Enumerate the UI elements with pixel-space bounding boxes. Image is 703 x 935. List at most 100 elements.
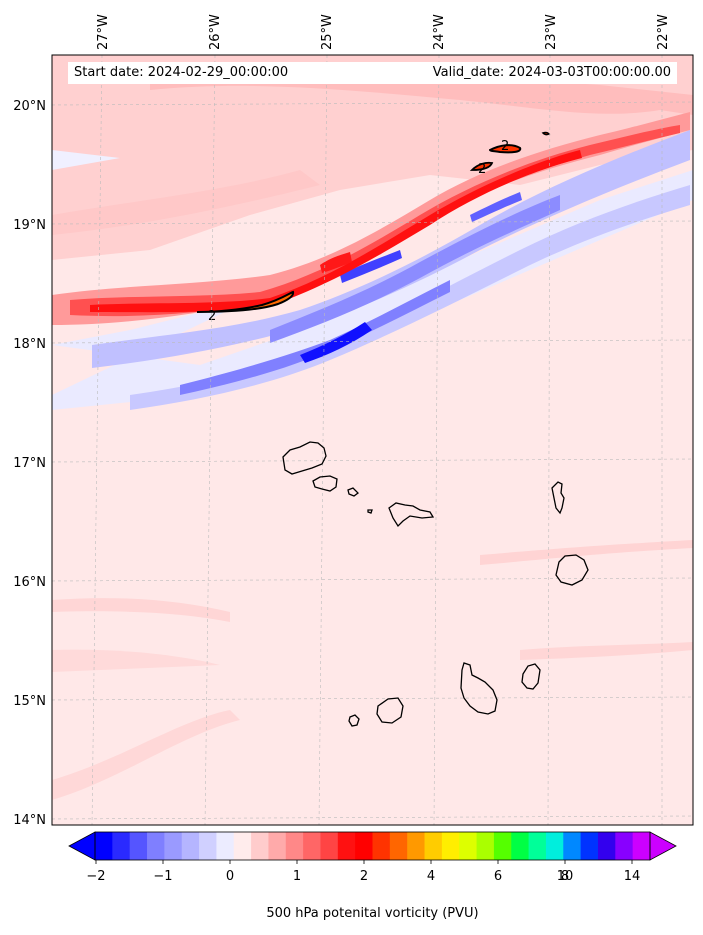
pv-streak-south-1 — [52, 598, 230, 622]
cb-label-10: 10 — [557, 869, 574, 884]
positive-pv-core — [90, 150, 582, 313]
colorbar: −2 −1 0 1 2 4 6 8 10 14 — [68, 831, 677, 884]
pv-contour-2-west — [196, 290, 295, 313]
colorbar-segment — [303, 832, 321, 860]
lat-label-18n: 18°N — [13, 337, 46, 352]
gridline-lon-24 — [433, 55, 440, 825]
cb-label-0: 0 — [226, 869, 234, 884]
colorbar-segment — [181, 832, 200, 860]
colorbar-segment — [285, 832, 304, 860]
island-brava — [348, 714, 360, 727]
coastlines — [282, 441, 589, 727]
colorbar-segment — [597, 832, 616, 860]
graticule — [52, 55, 693, 825]
cb-label-6: 6 — [494, 869, 502, 884]
colorbar-frame — [94, 831, 651, 861]
negative-pv-band-south — [130, 185, 690, 410]
lon-label-27w: 27°W — [96, 14, 111, 50]
island-santo-antao — [282, 441, 327, 475]
negative-pv-patch-east — [470, 192, 522, 222]
colorbar-segment — [199, 832, 217, 860]
latitude-labels: 20°N 19°N 18°N 17°N 16°N 15°N 14°N — [13, 99, 46, 828]
lon-label-25w: 25°W — [320, 14, 335, 50]
pv-field: 2 2 2 — [52, 55, 693, 825]
negative-pv-core-north — [270, 195, 560, 343]
colorbar-segment — [389, 832, 408, 860]
start-date: Start date: 2024-02-29_00:00:00 — [74, 65, 289, 80]
contour-label-east: 2 — [501, 139, 509, 154]
island-sal — [551, 481, 565, 515]
negative-pv-max-north — [340, 250, 402, 283]
colorbar-label: 500 hPa potenital vorticity (PVU) — [266, 906, 479, 921]
pv-contour-2-tiny — [541, 131, 551, 136]
colorbar-segment — [95, 832, 113, 860]
pv-streak-south-5 — [520, 642, 693, 660]
lon-label-22w: 22°W — [656, 14, 671, 50]
gridline-lat-16 — [52, 577, 693, 582]
lon-label-23w: 23°W — [544, 14, 559, 50]
pv-contour-2-east-small — [469, 161, 494, 171]
island-santa-luzia — [347, 487, 359, 497]
gridline-lat-20 — [52, 101, 693, 106]
colorbar-segment — [268, 832, 287, 860]
cb-label-2: 2 — [360, 869, 368, 884]
weak-negative-patch — [52, 150, 120, 170]
colorbar-segment — [615, 832, 634, 860]
island-fogo — [376, 697, 404, 724]
contour-label-east-small: 2 — [478, 162, 486, 177]
colorbar-min-arrow — [68, 831, 96, 861]
colorbar-segment — [476, 832, 495, 860]
gridline-lon-23 — [547, 55, 551, 825]
colorbar-segment — [511, 832, 529, 860]
colorbar-segment — [407, 832, 425, 860]
colorbar-segment — [632, 832, 651, 860]
gridline-lat-15 — [52, 696, 693, 701]
colorbar-segment — [129, 832, 148, 860]
cb-label-1: 1 — [293, 869, 301, 884]
colorbar-segment — [112, 832, 131, 860]
colorbar-segment — [147, 832, 165, 860]
lat-label-16n: 16°N — [13, 575, 46, 590]
island-sao-vicente — [312, 475, 338, 492]
longitude-labels: 27°W 26°W 25°W 24°W 23°W 22°W — [96, 14, 671, 50]
cb-label-14: 14 — [624, 869, 641, 884]
colorbar-segments — [95, 832, 651, 860]
gridline-lat-14 — [52, 815, 693, 820]
lat-label-14n: 14°N — [13, 813, 46, 828]
cb-label-4: 4 — [427, 869, 435, 884]
gridline-lon-27 — [91, 55, 103, 825]
gridline-lat-19 — [52, 220, 693, 225]
colorbar-segment — [372, 832, 391, 860]
valid-date: Valid_date: 2024-03-03T00:00:00.00 — [432, 65, 671, 80]
island-boa-vista — [555, 554, 589, 586]
contour-label-west: 2 — [208, 309, 216, 324]
gridline-lon-26 — [204, 55, 216, 825]
lat-label-19n: 19°N — [13, 218, 46, 233]
cb-label-minus1: −1 — [153, 869, 172, 884]
gridline-lat-17 — [52, 458, 693, 463]
colorbar-segment — [164, 832, 183, 860]
negative-pv-band-north — [92, 130, 690, 368]
island-branco — [367, 509, 373, 514]
plot-frame — [51, 54, 694, 826]
gridline-lon-25 — [318, 55, 328, 825]
date-info-box: Start date: 2024-02-29_00:00:00 Valid_da… — [68, 62, 677, 84]
cb-label-8: 8 — [561, 869, 569, 884]
colorbar-max-arrow — [649, 831, 677, 861]
colorbar-segment — [563, 832, 582, 860]
pv-contour-2-east — [488, 144, 522, 154]
negative-pv-max-south — [300, 322, 372, 363]
island-maio — [521, 663, 541, 690]
island-santiago — [460, 662, 498, 715]
lat-label-20n: 20°N — [13, 99, 46, 114]
cb-label-minus2: −2 — [86, 869, 105, 884]
colorbar-segment — [320, 832, 339, 860]
colorbar-segment — [459, 832, 477, 860]
colorbar-segment — [493, 832, 512, 860]
lon-label-26w: 26°W — [208, 14, 223, 50]
colorbar-ticks — [95, 860, 633, 864]
pv-streak-west — [52, 170, 320, 235]
pv-streak-south-3 — [52, 710, 240, 800]
colorbar-segment — [216, 832, 235, 860]
negative-pv-core-south — [180, 280, 450, 395]
